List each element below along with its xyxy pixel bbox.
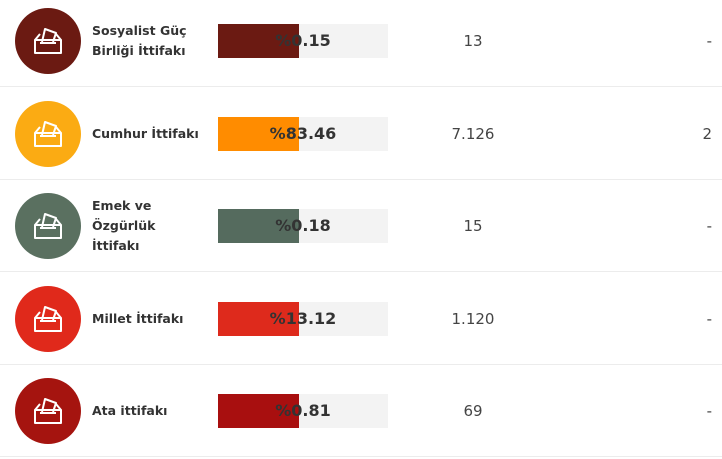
result-row: Ata ittifakı %0.81 69 - <box>0 365 722 457</box>
vote-count: 1.120 <box>451 309 495 328</box>
seat-count: - <box>706 217 712 235</box>
ballot-icon <box>34 305 62 332</box>
party-name: Ata ittifakı <box>92 403 168 418</box>
vote-count: 69 <box>463 402 483 420</box>
party-icon <box>15 100 81 167</box>
ballot-icon <box>34 28 62 54</box>
seat-count: - <box>706 309 712 328</box>
result-row: Millet İttifakı %13.12 1.120 - <box>0 273 722 365</box>
percent-bar-fill <box>218 301 299 336</box>
vote-count: 7.126 <box>451 124 495 143</box>
party-icon <box>15 285 81 352</box>
ballot-icon <box>34 120 62 147</box>
percent-bar-fill <box>218 24 299 58</box>
percent-bar: %13.12 <box>218 301 388 336</box>
result-row: Sosyalist Güç Birliği İttifakı %0.15 13 - <box>0 0 722 87</box>
seat-count: - <box>706 32 712 50</box>
percent-label: %13.12 <box>269 308 337 328</box>
seat-count: 2 <box>702 124 712 143</box>
party-name: Sosyalist Güç Birliği İttifakı <box>92 23 187 58</box>
result-row: Emek ve Özgürlük İttifakı %0.18 15 - <box>0 180 722 272</box>
percent-bar: %83.46 <box>218 116 388 151</box>
ballot-icon <box>34 398 62 424</box>
percent-label: %0.15 <box>275 31 331 50</box>
percent-bar-fill <box>218 116 299 151</box>
seat-count: - <box>706 402 712 420</box>
party-name: Cumhur İttifakı <box>92 125 199 141</box>
party-name: Millet İttifakı <box>92 310 184 326</box>
party-name: Emek ve Özgürlük İttifakı <box>92 198 156 253</box>
result-row: Cumhur İttifakı %83.46 7.126 2 <box>0 88 722 180</box>
percent-label: %0.81 <box>275 401 331 420</box>
percent-label: %83.46 <box>269 123 337 143</box>
percent-label: %0.18 <box>275 216 331 235</box>
percent-bar-fill <box>218 209 299 243</box>
party-icon <box>15 8 81 74</box>
party-icon <box>15 193 81 259</box>
percent-bar: %0.81 <box>218 394 388 428</box>
vote-count: 15 <box>463 217 483 235</box>
percent-bar: %0.18 <box>218 209 388 243</box>
percent-bar-fill <box>218 394 299 428</box>
percent-bar: %0.15 <box>218 24 388 58</box>
vote-count: 13 <box>463 32 483 50</box>
party-icon <box>15 378 81 444</box>
ballot-icon <box>34 213 62 239</box>
